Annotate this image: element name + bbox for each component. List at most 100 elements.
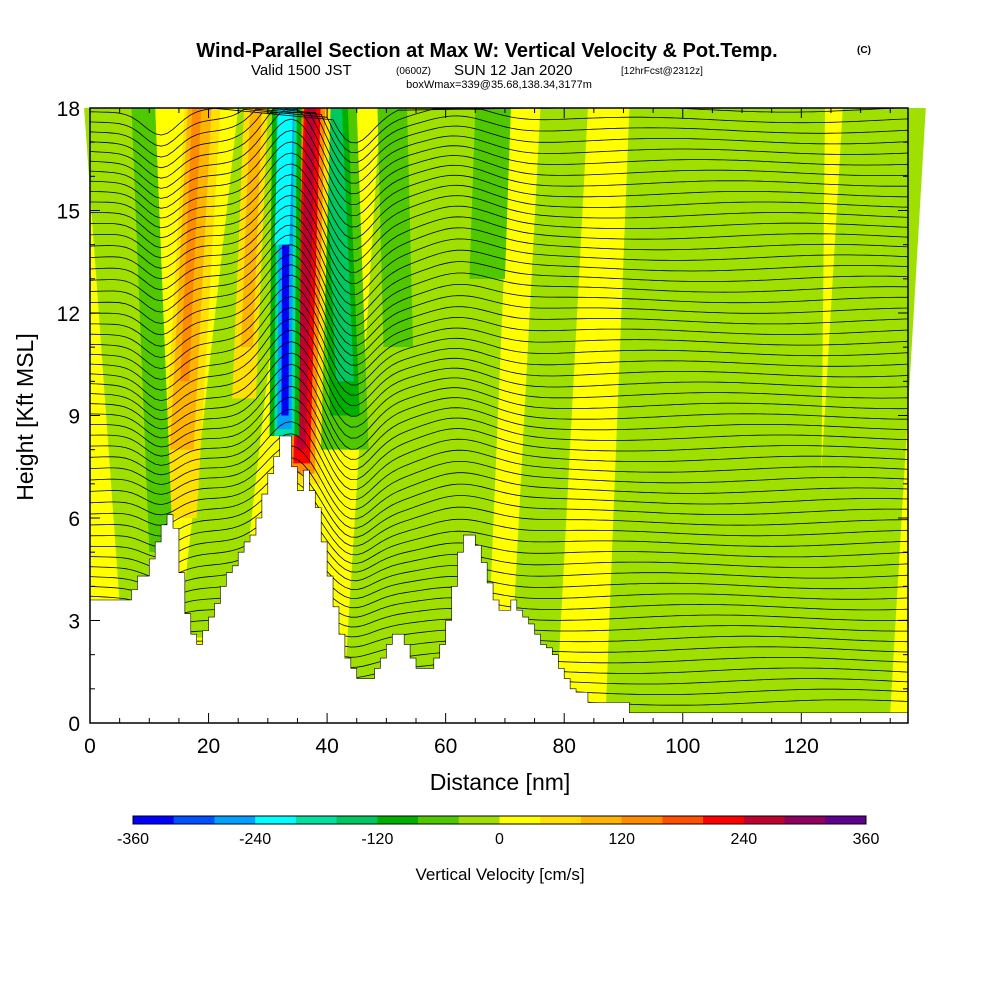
- y-tick-label: 0: [68, 713, 80, 736]
- isentrope-line: [89, 530, 909, 582]
- isentrope-line: [89, 505, 909, 564]
- isentrope-line: [89, 408, 909, 491]
- y-axis-label: Height [Kft MSL]: [12, 333, 38, 500]
- colorbar-tick-label: 120: [608, 831, 635, 848]
- vv-region-weak-down: [344, 108, 464, 679]
- plot-area: 0 20 40 60 80 100 120 0 3 6 9 12 15 18: [57, 98, 926, 758]
- colorbar: -360 -240 -120 0 120 240 360: [117, 815, 880, 848]
- isentrope-line: [89, 244, 908, 337]
- isentrope-line: [89, 445, 909, 520]
- x-tick-label: 40: [315, 735, 338, 758]
- isentrope-line: [90, 385, 909, 471]
- isentrope-line: [89, 329, 909, 417]
- vv-region-peak-up: [296, 108, 316, 450]
- isentrope-line: [89, 108, 909, 154]
- isentrope-line: [89, 318, 909, 406]
- valid-date-label: SUN 12 Jan 2020: [454, 62, 572, 79]
- isentrope-line: [89, 307, 909, 396]
- colorbar-swatch: [173, 816, 215, 824]
- vv-region-down: [131, 108, 173, 553]
- isentrope-line: [89, 224, 909, 316]
- isentrope-line: [89, 363, 908, 450]
- colorbar-tick-label: 240: [730, 831, 757, 848]
- isentrope-line: [89, 204, 909, 295]
- isentrope-line: [90, 152, 909, 239]
- isentrope-line: [89, 517, 909, 573]
- x-tick-label: 80: [553, 735, 576, 758]
- colorbar-swatch: [499, 816, 541, 824]
- isentrope-line: [89, 174, 909, 262]
- isentrope-line: [89, 296, 909, 386]
- colorbar-swatch: [458, 816, 500, 824]
- y-tick-label: 18: [57, 98, 80, 121]
- colorbar-swatch: [377, 816, 419, 824]
- isentrope-line: [89, 234, 908, 327]
- isentrope-line: [89, 194, 909, 284]
- isentrope-line: [89, 141, 908, 228]
- vv-region-down: [324, 108, 354, 382]
- vv-region-weak-down: [510, 108, 588, 672]
- isentrope-line: [89, 184, 909, 273]
- x-tick-label: 60: [434, 735, 457, 758]
- valid-time-label: Valid 1500 JST: [251, 62, 352, 79]
- isentrope-line: [89, 285, 909, 376]
- vv-region-down: [377, 108, 414, 348]
- colorbar-swatch: [540, 816, 582, 824]
- velocity-field: [84, 108, 926, 713]
- isentrope-line: [89, 274, 909, 366]
- colorbar-swatch: [825, 816, 867, 824]
- colorbar-tick-label: -360: [117, 831, 149, 848]
- colorbar-label: Vertical Velocity [cm/s]: [415, 865, 584, 884]
- isentrope-line: [89, 108, 909, 164]
- colorbar-tick-label: 0: [495, 831, 504, 848]
- chart-title: Wind-Parallel Section at Max W: Vertical…: [196, 40, 777, 62]
- isentrope-line: [90, 374, 909, 460]
- isentrope-line: [90, 264, 909, 356]
- isentrope-line: [89, 111, 909, 174]
- vv-region-weak-down: [641, 108, 826, 713]
- colorbar-swatch: [418, 816, 460, 824]
- colorbar-frame: [132, 815, 867, 825]
- colorbar-swatch: [214, 816, 256, 824]
- y-tick-label: 9: [68, 406, 80, 429]
- colorbar-swatch: [580, 816, 623, 824]
- isentrope-line: [89, 118, 909, 206]
- isentrope-line: [89, 421, 909, 501]
- colorbar-swatch: [784, 816, 826, 824]
- y-tick-label: 6: [68, 508, 80, 531]
- colorbar-swatch: [133, 816, 175, 824]
- isentrope-line: [89, 396, 909, 481]
- isentrope-line: [89, 108, 909, 195]
- isentrope-line: [89, 457, 909, 529]
- vv-region-moderate-up: [241, 108, 262, 348]
- colorbar-swatch: [621, 816, 663, 824]
- isentrope-line: [90, 254, 909, 347]
- title-block: Wind-Parallel Section at Max W: Vertical…: [196, 40, 871, 91]
- colorbar-swatch: [255, 816, 297, 824]
- x-tick-label: 20: [197, 735, 220, 758]
- isentrope-line: [89, 492, 909, 556]
- terrain-mask: [89, 435, 909, 724]
- copyright-mark: (C): [857, 45, 871, 56]
- colorbar-tick-label: 360: [853, 831, 880, 848]
- x-tick-label: 120: [784, 735, 819, 758]
- x-axis: 0 20 40 60 80 100 120: [84, 108, 891, 758]
- forecast-label: [12hrFcst@2312z]: [621, 66, 703, 77]
- y-tick-label: 15: [57, 201, 80, 224]
- valid-utc-label: (0600Z): [396, 66, 431, 77]
- box-max-note: boxWmax=339@35.68,138.34,3177m: [406, 79, 592, 91]
- x-tick-label: 100: [665, 735, 700, 758]
- isentrope-line: [89, 480, 908, 547]
- colorbar-swatch: [662, 816, 704, 824]
- isentrope-line: [89, 163, 909, 251]
- colorbar-swatch: [295, 816, 338, 824]
- colorbar-swatch: [336, 816, 378, 824]
- colorbar-tick-label: -240: [239, 831, 271, 848]
- vv-region-strong-up: [180, 108, 202, 382]
- y-axis: 0 3 6 9 12 15 18: [57, 98, 908, 736]
- x-axis-label: Distance [nm]: [430, 769, 571, 795]
- y-tick-label: 12: [57, 303, 80, 326]
- isentrope-line: [89, 108, 909, 184]
- colorbar-tick-label: -120: [361, 831, 393, 848]
